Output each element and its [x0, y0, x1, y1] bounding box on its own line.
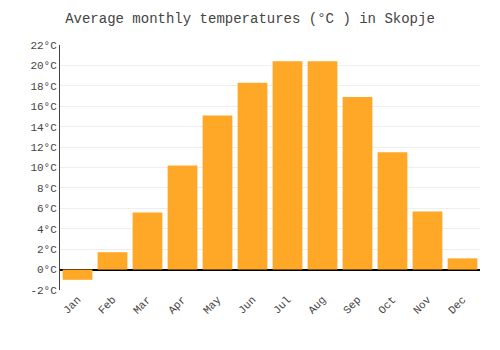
svg-text:18°C: 18°C — [30, 81, 57, 93]
svg-text:2°C: 2°C — [37, 244, 57, 256]
svg-text:12°C: 12°C — [30, 142, 57, 154]
svg-text:22°C: 22°C — [30, 40, 57, 52]
svg-text:0°C: 0°C — [37, 264, 57, 276]
svg-text:Aug: Aug — [306, 294, 328, 316]
svg-text:Sep: Sep — [341, 294, 363, 316]
svg-text:Average monthly temperatures (: Average monthly temperatures (°C ) in Sk… — [65, 11, 435, 27]
svg-text:Mar: Mar — [131, 294, 153, 316]
svg-text:Apr: Apr — [166, 294, 188, 316]
svg-text:8°C: 8°C — [37, 183, 57, 195]
svg-text:Dec: Dec — [446, 294, 468, 316]
svg-text:Nov: Nov — [411, 294, 434, 317]
svg-text:May: May — [201, 294, 224, 317]
svg-text:4°C: 4°C — [37, 224, 57, 236]
svg-text:16°C: 16°C — [30, 101, 57, 113]
svg-text:Jan: Jan — [61, 294, 83, 316]
svg-text:6°C: 6°C — [37, 203, 57, 215]
svg-text:-2°C: -2°C — [30, 285, 57, 297]
svg-text:Oct: Oct — [376, 294, 398, 316]
svg-text:20°C: 20°C — [30, 60, 57, 72]
svg-text:Jun: Jun — [236, 294, 258, 316]
svg-text:14°C: 14°C — [30, 122, 57, 134]
svg-text:Feb: Feb — [96, 294, 118, 316]
svg-text:Jul: Jul — [271, 294, 293, 316]
svg-text:10°C: 10°C — [30, 162, 57, 174]
